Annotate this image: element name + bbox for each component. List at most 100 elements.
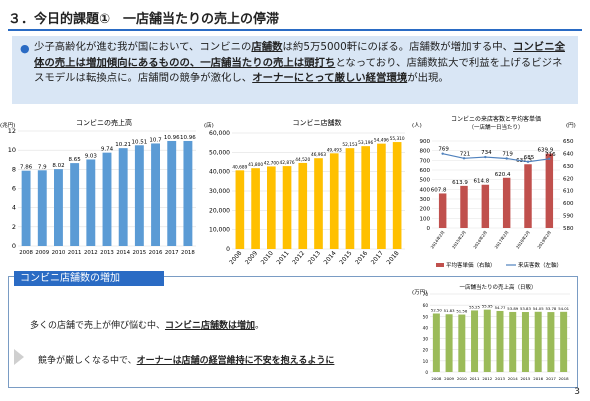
x-tick-label: 2014 xyxy=(508,376,518,381)
legend-label-line: 来店客数（左軸） xyxy=(518,261,562,269)
line1-c: 。 xyxy=(255,321,265,331)
y-tick-label: 10 xyxy=(8,146,16,154)
bar xyxy=(534,311,542,372)
bar xyxy=(345,148,355,249)
bar-data-label: 639.9 xyxy=(537,148,553,154)
chart-subtitle: （一店舗一日当たり） xyxy=(468,123,523,131)
bar xyxy=(460,185,468,228)
bar xyxy=(70,163,80,246)
data-label: 9.03 xyxy=(85,153,98,159)
y-tick-label: 60 xyxy=(423,303,429,308)
bar xyxy=(458,314,466,372)
left-tick-label: 600 xyxy=(420,168,431,174)
y-tick-label: 60,000 xyxy=(209,130,230,137)
bar xyxy=(521,312,529,372)
page-title: ３．今日的課題① 一店舗当たりの売上の停滞 xyxy=(8,12,280,27)
intro-t3: は約5万5000軒にのぼる。店舗数が増加する中、 xyxy=(282,41,514,53)
left-tick-label: 300 xyxy=(420,197,431,203)
data-label: 53.89 xyxy=(507,306,518,311)
y-tick-label: 40 xyxy=(423,325,429,330)
bar-data-label: 613.9 xyxy=(452,180,468,186)
chart-unit: (兆円) xyxy=(0,121,15,129)
bar xyxy=(432,313,440,372)
x-tick-label: 2016年2月 xyxy=(471,229,488,249)
intro-text: 少子高齢化が進む我が国において、コンビニの店舗数は約5万5000軒にのぼる。店舗… xyxy=(34,40,572,87)
chart-title: コンビニの来店客数と平均客単価 xyxy=(451,115,541,123)
x-tick-label: 2017 xyxy=(165,250,179,256)
intro-t6: オーナーにとって厳しい経営環境 xyxy=(252,72,408,84)
bar-data-label: 620.4 xyxy=(495,172,511,178)
bar xyxy=(298,162,308,249)
customer-chart: コンビニの来店客数と平均客単価（一店舗一日当たり） (人) (円) 0 100 200 30… xyxy=(412,115,576,269)
y-tick-label: 70 xyxy=(423,292,429,297)
line1-b: コンビニ店舗数は増加 xyxy=(165,321,256,331)
bar xyxy=(377,143,386,249)
x-tick-label: 2009 xyxy=(444,376,454,381)
summary-line-1: 多くの店舗で売上が伸び悩む中、コンビニ店舗数は増加。 xyxy=(30,318,264,331)
data-label: 41,800 xyxy=(248,162,263,168)
bar-data-label: 607.8 xyxy=(431,187,447,193)
line-point xyxy=(526,160,530,163)
line-data-label: 769 xyxy=(438,147,449,153)
x-tick-label: 2014 xyxy=(116,250,130,256)
bar xyxy=(361,146,371,249)
line2-b: オーナーは店舗の経営維持に不安を抱えるように xyxy=(136,356,335,366)
y-tick-label: 30,000 xyxy=(209,188,230,195)
data-label: 51.56 xyxy=(456,309,467,314)
line1-a: 多くの店舗で売上が伸び悩む中、 xyxy=(30,321,166,331)
bar xyxy=(86,159,96,246)
x-tick-label: 2016 xyxy=(533,376,543,381)
daily-sales-chart: 一店舗当たりの売上高（日販） (万円) 0 10 20 30 40 50 60 70 52.50 20… xyxy=(412,283,570,381)
bar xyxy=(151,143,160,246)
legend-label-bar: 平均客単価（右軸） xyxy=(446,261,496,269)
right-axis-unit: (円) xyxy=(566,122,576,129)
right-tick-label: 610 xyxy=(563,189,574,195)
chart-title: 一店舗当たりの売上高（日販） xyxy=(459,283,536,291)
chart-unit: (店) xyxy=(204,121,214,129)
x-tick-label: 2016 xyxy=(354,250,369,266)
x-tick-label: 2014年2月 xyxy=(429,229,446,249)
left-tick-label: 100 xyxy=(420,216,431,222)
data-label: 49,493 xyxy=(327,147,342,153)
right-tick-label: 580 xyxy=(563,226,574,232)
series-line xyxy=(442,153,550,163)
line-data-label: 721 xyxy=(460,151,471,157)
data-label: 10.7 xyxy=(149,137,162,143)
line-point xyxy=(505,157,508,160)
y-tick-label: 4 xyxy=(12,204,16,212)
x-tick-label: 2010 xyxy=(260,250,275,266)
bar xyxy=(314,158,323,249)
data-label: 54.01 xyxy=(558,306,569,311)
x-tick-label: 2011 xyxy=(68,250,82,256)
y-tick-label: 12 xyxy=(8,127,16,135)
bullet-icon: ● xyxy=(20,42,30,55)
x-tick-label: 2015 xyxy=(521,376,531,381)
data-label: 10.96 xyxy=(164,135,180,141)
arrow-icon xyxy=(14,349,24,365)
x-tick-label: 2011 xyxy=(275,250,290,266)
intro-t4: コンビニ全体の売上は増加傾向にあるものの、一店舗当たりの売上は頭打ち xyxy=(34,41,565,69)
bar xyxy=(445,314,453,372)
right-tick-label: 630 xyxy=(563,164,574,170)
y-tick-label: 50 xyxy=(423,314,429,319)
x-tick-label: 2015年2月 xyxy=(450,229,467,249)
x-tick-label: 2008 xyxy=(19,250,33,256)
bar xyxy=(329,153,339,249)
data-label: 10.96 xyxy=(180,135,196,141)
data-label: 54.77 xyxy=(495,305,506,310)
x-tick-label: 2010 xyxy=(52,250,66,256)
x-tick-label: 2018年2月 xyxy=(514,229,531,249)
x-tick-label: 2016 xyxy=(149,250,163,256)
x-tick-label: 2010 xyxy=(457,376,467,381)
data-label: 53,196 xyxy=(358,140,373,146)
x-tick-label: 2013 xyxy=(495,376,505,381)
bar xyxy=(183,140,193,246)
y-tick-label: 0 xyxy=(226,246,230,253)
data-label: 54.05 xyxy=(533,306,544,311)
summary-box xyxy=(8,276,578,388)
line-data-label: 734 xyxy=(481,150,492,156)
bar xyxy=(54,169,63,246)
chart-title: コンビニの売上高 xyxy=(76,118,132,127)
bar xyxy=(21,170,31,246)
line-data-label: 719 xyxy=(502,151,513,157)
